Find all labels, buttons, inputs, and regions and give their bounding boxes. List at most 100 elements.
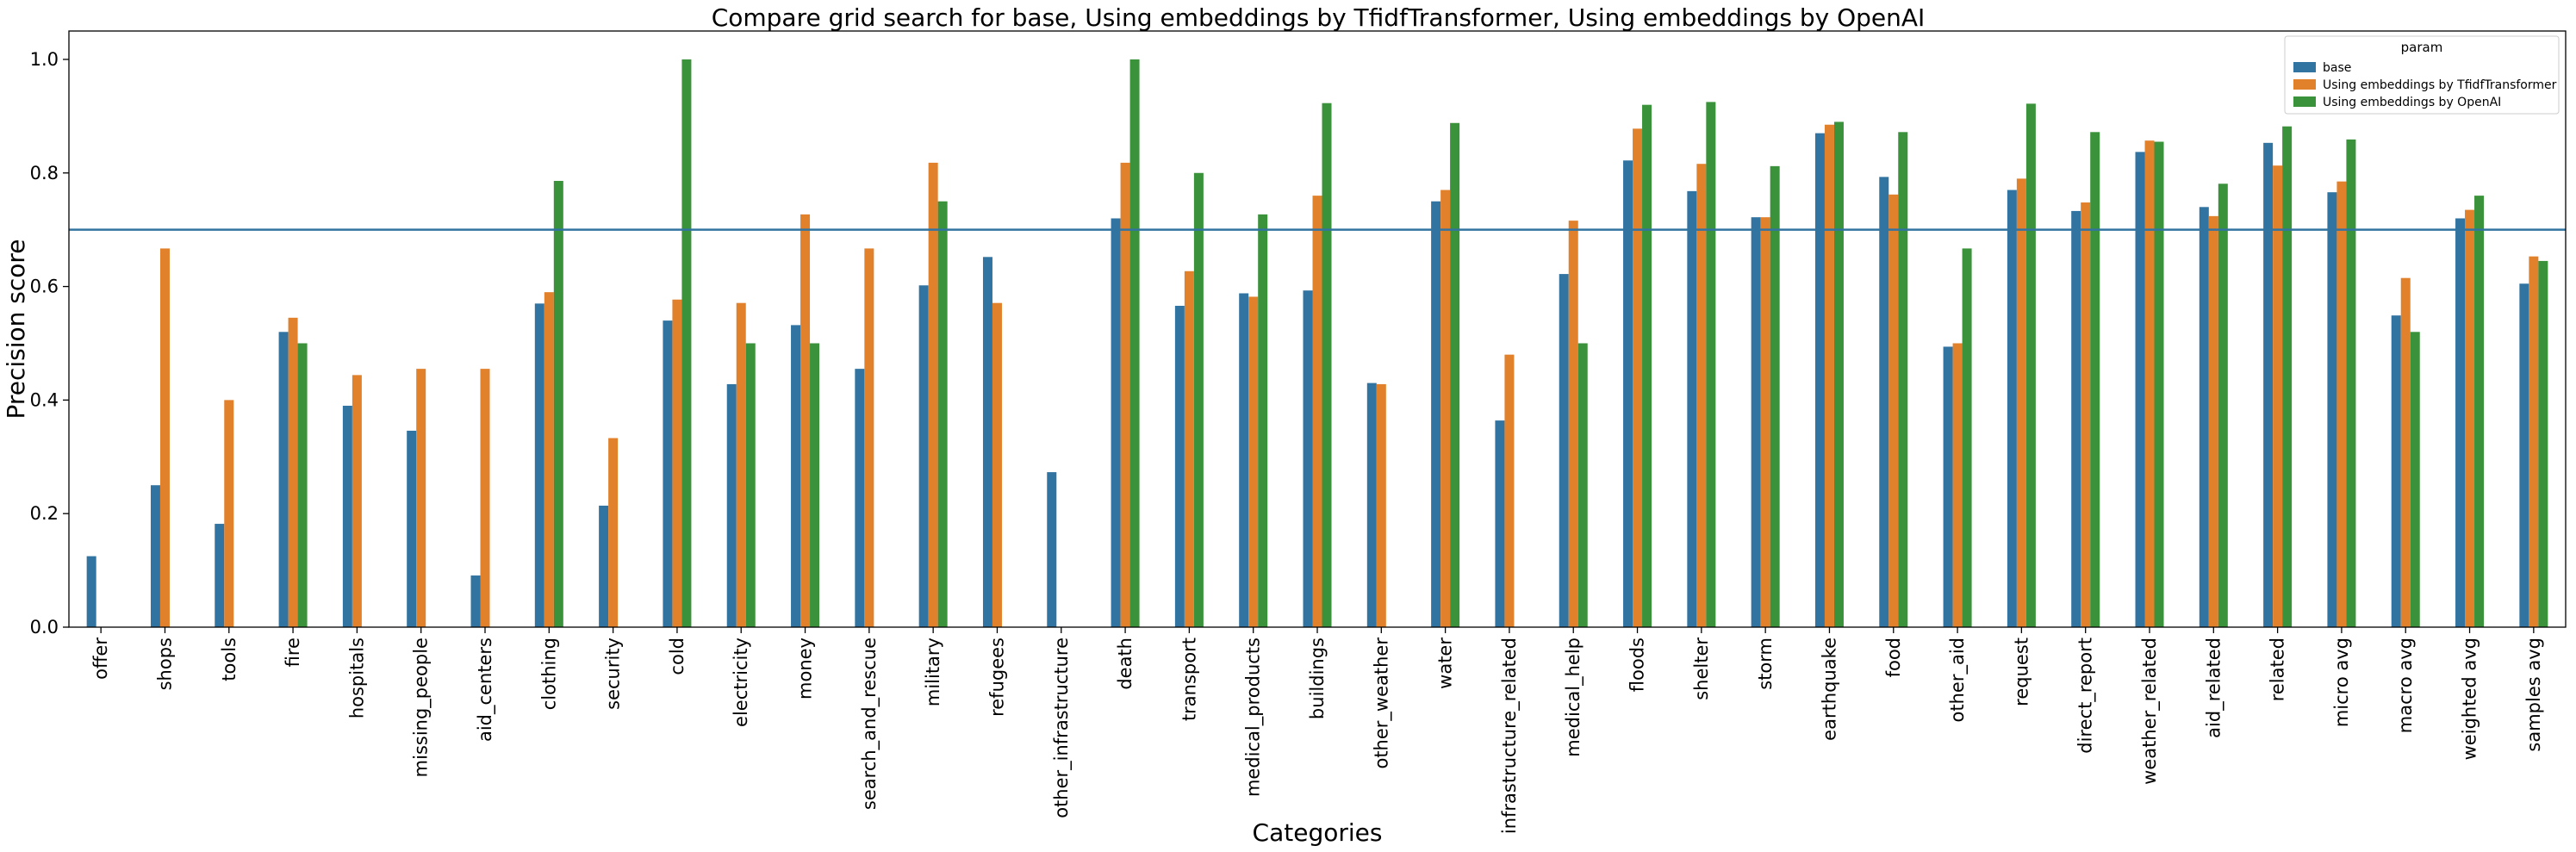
bar <box>1193 172 1204 627</box>
y-tick-label: 0.4 <box>30 389 59 410</box>
bar <box>544 292 554 627</box>
bar <box>928 162 938 627</box>
x-tick-label: aid_centers <box>475 637 496 742</box>
legend-swatch <box>2293 96 2316 107</box>
legend-box <box>2284 35 2560 115</box>
bar <box>1450 122 1460 627</box>
legend-title: param <box>2401 40 2443 55</box>
bar <box>159 248 170 627</box>
bar <box>1814 133 1825 628</box>
bar <box>215 524 225 627</box>
x-tick-label: refugees <box>986 637 1007 717</box>
bar <box>681 59 692 627</box>
bar <box>278 332 289 627</box>
bar <box>2071 210 2081 627</box>
bar <box>342 405 352 627</box>
bar <box>407 430 417 627</box>
bar <box>736 302 746 627</box>
bar <box>1760 217 1770 628</box>
chart-title: Compare grid search for base, Using embe… <box>712 3 1926 32</box>
bar <box>534 303 544 627</box>
bar <box>2007 190 2017 628</box>
bar <box>2135 152 2145 627</box>
bar <box>480 369 490 627</box>
bar <box>745 343 756 627</box>
bar <box>553 180 563 627</box>
bar <box>2144 140 2155 628</box>
bar <box>1623 160 1633 627</box>
bar <box>1687 190 1697 627</box>
bar <box>992 302 1002 627</box>
bar <box>2025 103 2036 627</box>
bar <box>352 375 362 627</box>
bar <box>2154 141 2164 627</box>
bar <box>2016 178 2026 627</box>
x-tick-label: related <box>2268 637 2288 701</box>
y-axis: 0.0 0.2 0.4 0.6 0.8 1.0 <box>30 49 69 637</box>
bar <box>2090 132 2100 627</box>
x-tick-label: infrastructure_related <box>1499 637 1521 834</box>
bar <box>2391 315 2401 627</box>
bar <box>1751 217 1761 628</box>
bar <box>608 438 619 627</box>
legend: param base Using embeddings by TfidfTrans… <box>2284 35 2560 115</box>
x-tick-label: samples avg <box>2523 637 2544 752</box>
bar <box>1824 124 1834 627</box>
bar <box>1962 248 1972 627</box>
bar <box>855 369 865 627</box>
bar <box>1833 121 1844 627</box>
bar <box>2465 209 2475 627</box>
bar <box>1184 271 1194 627</box>
bar <box>2218 183 2228 627</box>
bar <box>1943 346 1953 627</box>
bar <box>2263 142 2274 627</box>
bar <box>791 325 801 627</box>
x-tick-label: tools <box>219 637 240 681</box>
x-tick-label: shops <box>154 637 175 690</box>
bar <box>1366 382 1377 627</box>
legend-entry: base <box>2323 61 2351 75</box>
x-tick-label: death <box>1115 637 1136 690</box>
x-tick-label: medical_help <box>1563 637 1584 757</box>
bar <box>288 317 298 627</box>
x-tick-label: shelter <box>1691 637 1712 700</box>
x-tick-label: direct_report <box>2075 637 2097 754</box>
bar <box>416 369 426 627</box>
bar <box>2400 277 2411 627</box>
bar <box>2273 165 2283 628</box>
x-tick-label: missing_people <box>411 637 432 777</box>
bar <box>810 343 820 627</box>
bar <box>1706 102 1716 627</box>
y-tick-label: 0.6 <box>30 277 59 297</box>
bar <box>2346 139 2356 627</box>
bar <box>224 400 234 627</box>
bar <box>726 383 737 627</box>
bar <box>1696 164 1707 627</box>
bar <box>672 299 682 627</box>
x-tick-label: floods <box>1627 637 1648 692</box>
x-tick-label: weather_related <box>2139 637 2161 785</box>
x-tick-label: fire <box>283 637 303 667</box>
bar <box>1258 214 1268 627</box>
legend-entry: Using embeddings by TfidfTransformer <box>2323 78 2557 92</box>
x-tick-label: cold <box>667 637 688 675</box>
y-tick-label: 0.2 <box>30 503 59 524</box>
bar <box>1495 420 1505 627</box>
x-tick-label: request <box>2011 637 2032 706</box>
x-tick-label: buildings <box>1307 637 1328 719</box>
x-tick-label: earthquake <box>1819 637 1839 741</box>
y-tick-label: 0.8 <box>30 163 59 183</box>
bar <box>937 201 948 627</box>
x-tick-label: other_infrastructure <box>1051 637 1073 818</box>
y-tick-label: 1.0 <box>30 49 59 70</box>
bar <box>2519 283 2529 627</box>
x-tick-label: aid_related <box>2203 637 2224 738</box>
x-tick-label: water <box>1435 637 1456 689</box>
y-tick-label: 0.0 <box>30 617 59 637</box>
x-tick-label: search_and_rescue <box>859 637 880 810</box>
bar <box>800 214 811 627</box>
y-axis-label: Precision score <box>2 239 30 419</box>
bar <box>1248 296 1259 627</box>
bar <box>1440 190 1451 628</box>
bar <box>150 485 160 627</box>
